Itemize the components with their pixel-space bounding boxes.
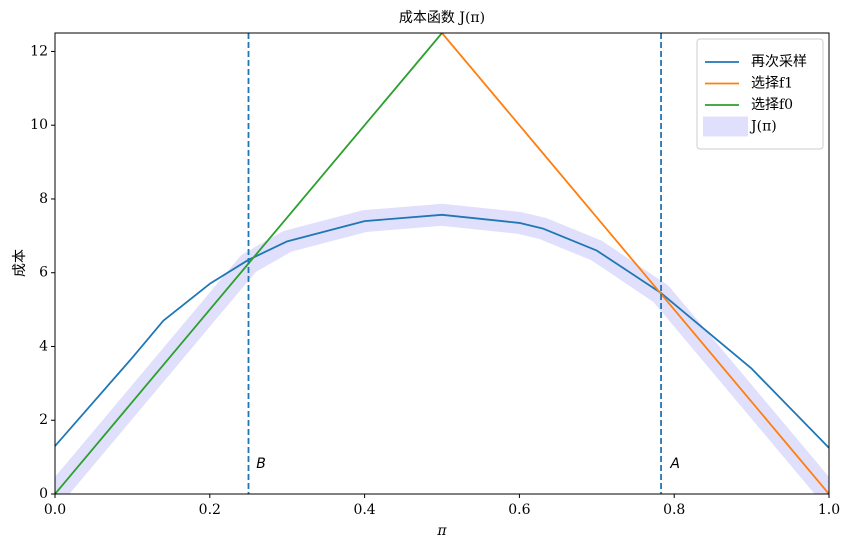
x-tick-label: 0.4 [353, 502, 375, 518]
x-axis-label: π [436, 523, 447, 539]
chart-title: 成本函数 J(π) [399, 10, 485, 26]
line [55, 213, 829, 449]
legend-label: 选择f0 [751, 97, 793, 113]
x-tick-label: 0.0 [44, 502, 66, 518]
legend-label: 再次采样 [751, 54, 807, 70]
legend-swatch [703, 116, 748, 137]
y-tick-label: 2 [39, 412, 48, 428]
y-tick-label: 10 [30, 117, 48, 133]
x-tick-label: 0.2 [199, 502, 221, 518]
y-tick-label: 0 [39, 486, 48, 502]
y-axis-label: 成本 [12, 249, 28, 277]
annotation: B [256, 456, 266, 472]
line [441, 33, 829, 494]
legend-label: 选择f1 [751, 76, 793, 92]
annotation: A [669, 456, 680, 472]
plot-frame [54, 32, 830, 495]
plot-area [55, 33, 829, 494]
y-tick-label: 4 [39, 338, 48, 354]
x-tick-label: 0.6 [508, 502, 530, 518]
legend-label: J(π) [749, 119, 777, 135]
x-tick-label: 1.0 [818, 502, 840, 518]
y-tick-label: 8 [39, 191, 48, 207]
line [55, 33, 443, 494]
x-tick-label: 0.8 [663, 502, 685, 518]
y-tick-label: 12 [30, 43, 48, 59]
y-tick-label: 6 [39, 265, 48, 281]
